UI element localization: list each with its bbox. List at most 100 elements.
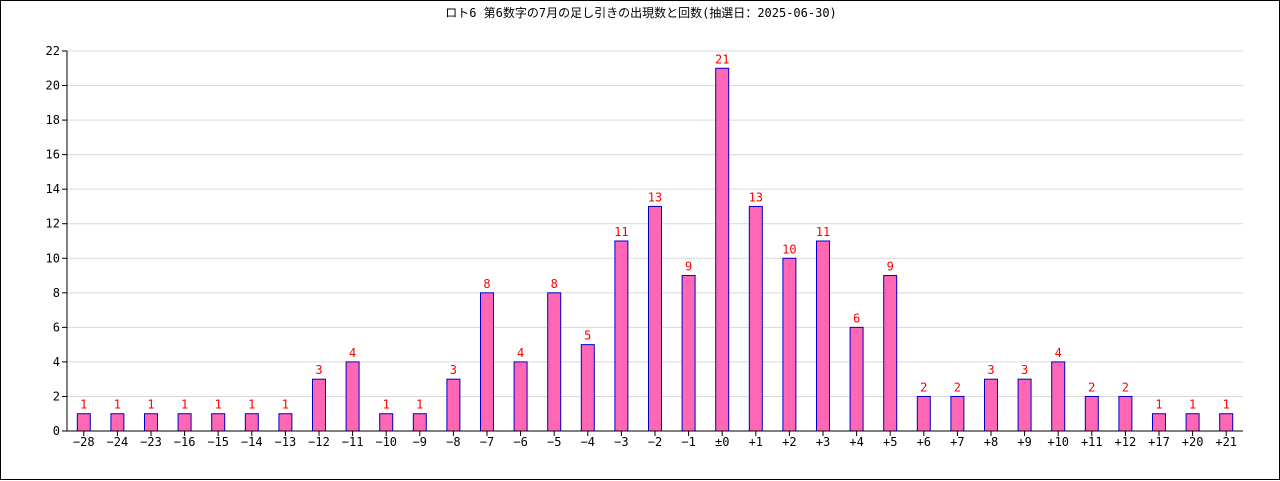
chart-title: ロト6 第6数字の7月の足し引きの出現数と回数(抽選日：2025-06-30) [445, 5, 837, 20]
bar [849, 326, 864, 432]
bar [547, 292, 562, 432]
x-tick-label: −13 [275, 435, 297, 449]
data-label: 3 [987, 363, 994, 377]
data-label: 2 [1122, 380, 1129, 394]
bar [211, 413, 226, 432]
data-label: 13 [749, 190, 763, 204]
bars [76, 67, 1234, 432]
data-label: 4 [517, 346, 524, 360]
data-label: 9 [887, 260, 894, 274]
x-tick-label: ±0 [715, 435, 729, 449]
data-label: 1 [80, 398, 87, 412]
y-tick-label: 0 [53, 424, 60, 438]
x-tick-label: −28 [73, 435, 95, 449]
bar [648, 205, 662, 432]
x-tick-label: +20 [1182, 435, 1204, 449]
data-label: 1 [181, 398, 188, 412]
bar [412, 413, 427, 432]
data-label: 5 [584, 329, 591, 343]
bar [1152, 413, 1166, 432]
x-tick-label: +3 [816, 435, 830, 449]
bar [76, 413, 91, 432]
bar [144, 413, 158, 432]
data-label: 10 [782, 242, 796, 256]
bar [715, 67, 730, 432]
x-tick-label: +12 [1115, 435, 1137, 449]
x-tick-label: −14 [241, 435, 263, 449]
bar [312, 378, 326, 432]
y-tick-label: 14 [46, 182, 60, 196]
x-tick-label: −16 [174, 435, 196, 449]
data-label: 13 [648, 190, 662, 204]
bar [244, 413, 259, 432]
bar [110, 413, 125, 432]
x-axis-ticks: −28 −24 −23 −16 −15 −14 −13 −12 −11 −10 −9 −8 −7 −6 −5… [73, 431, 1237, 449]
bar [446, 378, 461, 432]
bar [379, 413, 394, 432]
data-label: 11 [816, 225, 830, 239]
x-tick-label: +10 [1047, 435, 1069, 449]
data-label: 1 [383, 398, 390, 412]
data-label: 2 [920, 380, 927, 394]
bar [681, 275, 696, 432]
x-tick-label: −10 [375, 435, 397, 449]
data-label: 1 [1155, 398, 1162, 412]
data-label: 1 [248, 398, 255, 412]
x-tick-label: +6 [917, 435, 931, 449]
bar [1084, 395, 1099, 432]
y-tick-label: 2 [53, 389, 60, 403]
data-label: 11 [614, 225, 628, 239]
x-tick-label: −11 [342, 435, 364, 449]
x-tick-label: +11 [1081, 435, 1103, 449]
bar [1017, 378, 1032, 432]
bar [177, 413, 192, 432]
x-tick-label: −5 [547, 435, 561, 449]
data-label: 1 [215, 398, 222, 412]
x-tick-label: +7 [950, 435, 964, 449]
x-tick-label: −15 [207, 435, 229, 449]
data-label: 2 [1088, 380, 1095, 394]
bar [984, 378, 998, 432]
data-label: 1 [1189, 398, 1196, 412]
data-label: 21 [715, 52, 729, 66]
x-tick-label: −1 [681, 435, 695, 449]
bar [480, 292, 494, 432]
bar [1118, 395, 1133, 432]
bar [1051, 361, 1066, 432]
x-tick-label: −24 [107, 435, 129, 449]
data-label: 3 [315, 363, 322, 377]
data-label: 8 [483, 277, 490, 291]
x-tick-label: +2 [782, 435, 796, 449]
x-tick-label: +8 [984, 435, 998, 449]
y-tick-label: 4 [53, 355, 60, 369]
bar [1219, 413, 1234, 432]
bar [278, 413, 293, 432]
data-label: 3 [1021, 363, 1028, 377]
bar [883, 275, 898, 432]
bar [816, 240, 830, 432]
data-label: 2 [954, 380, 961, 394]
bar [782, 257, 797, 432]
data-label: 1 [1223, 398, 1230, 412]
bar [580, 344, 595, 432]
data-label: 6 [853, 311, 860, 325]
data-label: 1 [114, 398, 121, 412]
y-tick-label: 12 [46, 217, 60, 231]
x-tick-label: −23 [140, 435, 162, 449]
x-tick-label: −7 [480, 435, 494, 449]
bar [513, 361, 528, 432]
data-label: 9 [685, 260, 692, 274]
y-tick-label: 22 [46, 44, 60, 58]
x-tick-label: −9 [413, 435, 427, 449]
x-tick-label: +17 [1148, 435, 1170, 449]
x-tick-label: −2 [648, 435, 662, 449]
x-tick-label: +21 [1215, 435, 1237, 449]
data-label: 1 [416, 398, 423, 412]
bar [345, 361, 360, 432]
x-tick-label: +9 [1017, 435, 1031, 449]
bar [950, 395, 965, 432]
bar [1185, 413, 1200, 432]
x-tick-label: +5 [883, 435, 897, 449]
bar [916, 395, 931, 432]
